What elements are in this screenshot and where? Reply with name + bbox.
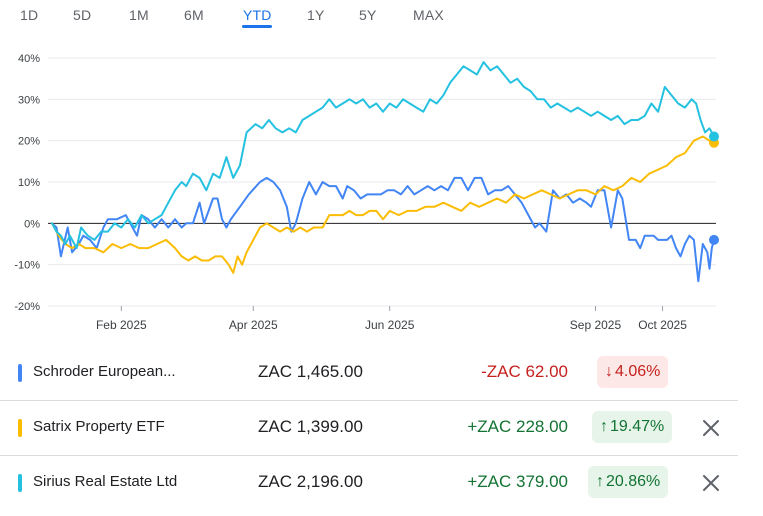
- y-tick-label: 20%: [18, 136, 40, 148]
- x-tick-label: Jun 2025: [365, 318, 415, 332]
- x-tick-label: Oct 2025: [638, 318, 687, 332]
- price-change: +ZAC 379.00: [467, 472, 568, 491]
- comparison-row-sirius[interactable]: Sirius Real Estate Ltd ZAC 2,196.00 +ZAC…: [0, 456, 738, 510]
- price-change: +ZAC 228.00: [467, 417, 568, 436]
- y-tick-label: 10%: [18, 177, 40, 189]
- comparison-row-satrix[interactable]: Satrix Property ETF ZAC 1,399.00 +ZAC 22…: [0, 401, 738, 456]
- security-price: ZAC 2,196.00: [258, 472, 363, 491]
- tab-1m[interactable]: 1M: [129, 7, 149, 23]
- price-change: -ZAC 62.00: [481, 362, 568, 381]
- series-line-schroder-european: [51, 176, 715, 283]
- percent-change-value: 4.06%: [615, 363, 661, 380]
- x-axis-labels: Feb 2025 Apr 2025 Jun 2025 Sep 2025 Oct 2025: [96, 306, 687, 332]
- arrow-up-icon: ↑: [596, 473, 604, 490]
- series-end-marker-sirius-real-estate: [709, 131, 719, 142]
- tab-6m[interactable]: 6M: [184, 7, 204, 23]
- y-tick-label: -20%: [14, 301, 40, 313]
- series-color-swatch: [18, 474, 22, 492]
- x-tick-label: Feb 2025: [96, 318, 147, 332]
- percent-change-badge: ↑ 19.47%: [592, 411, 673, 443]
- series-line-sirius-real-estate: [51, 61, 715, 250]
- arrow-down-icon: ↓: [605, 363, 613, 380]
- y-tick-label: -10%: [14, 260, 40, 272]
- x-tick-label: Sep 2025: [570, 318, 622, 332]
- tab-ytd[interactable]: YTD: [243, 7, 272, 23]
- series-line-satrix-property-etf: [51, 135, 715, 274]
- series-lines: [51, 61, 719, 283]
- grid-lines: [48, 57, 716, 307]
- series-end-marker-schroder-european: [709, 234, 719, 245]
- comparison-row-schroder[interactable]: Schroder European... ZAC 1,465.00 -ZAC 6…: [0, 346, 738, 401]
- tab-1y[interactable]: 1Y: [307, 7, 325, 23]
- percent-change-badge: ↑ 20.86%: [588, 466, 669, 498]
- y-tick-label: 40%: [18, 53, 40, 65]
- percent-change-value: 19.47%: [610, 418, 665, 435]
- tab-1d[interactable]: 1D: [20, 7, 39, 23]
- percent-change-value: 20.86%: [606, 473, 661, 490]
- y-tick-label: 30%: [18, 94, 40, 106]
- performance-chart[interactable]: 40% 30% 20% 10% 0% -10% -20% Feb 2025 Apr 2025 J…: [0, 40, 763, 340]
- tab-5d[interactable]: 5D: [73, 7, 92, 23]
- security-name: Sirius Real Estate Ltd: [33, 473, 178, 490]
- range-tabs: 1D 5D 1M 6M YTD 1Y 5Y MAX: [0, 0, 763, 34]
- series-color-swatch: [18, 419, 22, 437]
- close-icon[interactable]: [699, 416, 723, 440]
- tab-5y[interactable]: 5Y: [359, 7, 377, 23]
- security-price: ZAC 1,465.00: [258, 362, 363, 381]
- close-icon[interactable]: [699, 471, 723, 495]
- active-tab-indicator: [242, 25, 272, 28]
- arrow-up-icon: ↑: [600, 418, 608, 435]
- tab-max[interactable]: MAX: [413, 7, 444, 23]
- y-tick-label: 0%: [24, 218, 40, 230]
- security-name: Satrix Property ETF: [33, 418, 165, 435]
- series-color-swatch: [18, 364, 22, 382]
- security-name: Schroder European...: [33, 363, 176, 380]
- percent-change-badge: ↓ 4.06%: [597, 356, 669, 388]
- x-tick-label: Apr 2025: [229, 318, 278, 332]
- security-price: ZAC 1,399.00: [258, 417, 363, 436]
- y-axis-labels: 40% 30% 20% 10% 0% -10% -20%: [14, 53, 40, 313]
